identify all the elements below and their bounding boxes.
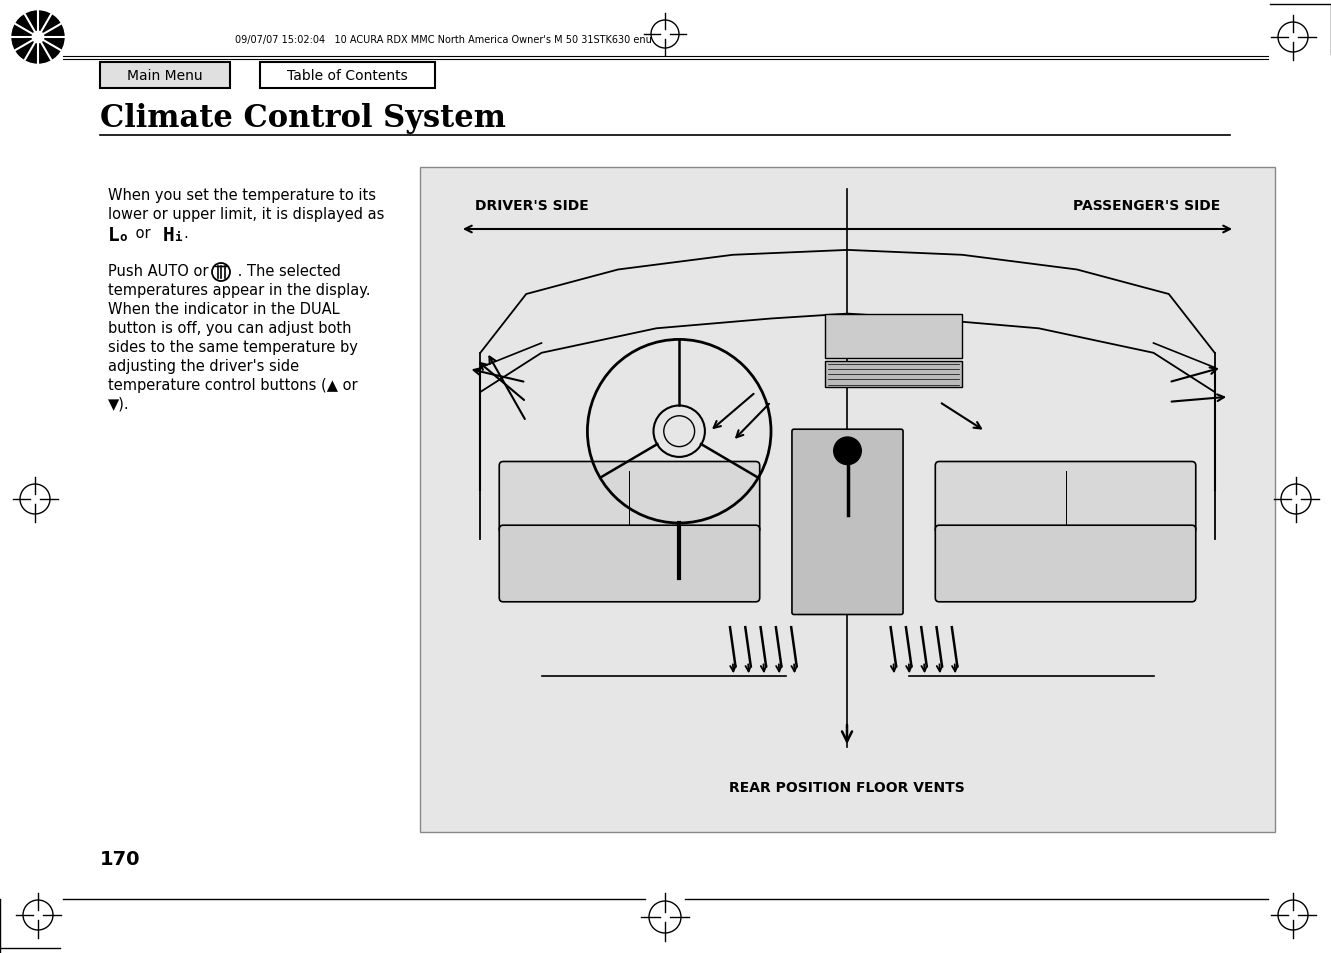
Text: DRIVER'S SIDE: DRIVER'S SIDE [475, 199, 588, 213]
Text: lower or upper limit, it is displayed as: lower or upper limit, it is displayed as [108, 207, 385, 222]
Text: button is off, you can adjust both: button is off, you can adjust both [108, 320, 351, 335]
Text: or: or [130, 226, 156, 241]
Text: REAR POSITION FLOOR VENTS: REAR POSITION FLOOR VENTS [729, 781, 965, 794]
FancyBboxPatch shape [499, 526, 760, 602]
Bar [824, 314, 962, 358]
Text: When the indicator in the DUAL: When the indicator in the DUAL [108, 302, 339, 316]
Text: L: L [108, 226, 120, 245]
Text: 09/07/07 15:02:04   10 ACURA RDX MMC North America Owner's M 50 31STK630 enu: 09/07/07 15:02:04 10 ACURA RDX MMC North… [236, 35, 652, 45]
Text: temperatures appear in the display.: temperatures appear in the display. [108, 283, 370, 297]
Text: When you set the temperature to its: When you set the temperature to its [108, 188, 375, 203]
Text: Table of Contents: Table of Contents [287, 69, 407, 83]
Text: ▼).: ▼). [108, 396, 129, 412]
Circle shape [833, 437, 861, 465]
Text: temperature control buttons (▲ or: temperature control buttons (▲ or [108, 377, 358, 393]
Text: 170: 170 [100, 850, 141, 868]
FancyBboxPatch shape [936, 462, 1195, 534]
Bar [824, 362, 962, 388]
FancyBboxPatch shape [936, 526, 1195, 602]
Text: sides to the same temperature by: sides to the same temperature by [108, 339, 358, 355]
Text: . The selected: . The selected [233, 264, 341, 278]
FancyBboxPatch shape [499, 462, 760, 534]
Text: adjusting the driver's side: adjusting the driver's side [108, 358, 299, 374]
FancyBboxPatch shape [792, 430, 902, 615]
Text: o: o [118, 231, 126, 244]
Text: Climate Control System: Climate Control System [100, 102, 506, 133]
Text: Main Menu: Main Menu [128, 69, 202, 83]
Text: PASSENGER'S SIDE: PASSENGER'S SIDE [1073, 199, 1221, 213]
FancyBboxPatch shape [100, 63, 230, 89]
Text: H: H [162, 226, 174, 245]
Circle shape [12, 12, 64, 64]
Text: Push AUTO or: Push AUTO or [108, 264, 213, 278]
Text: .: . [182, 226, 188, 241]
Text: i: i [174, 231, 181, 244]
FancyBboxPatch shape [260, 63, 435, 89]
Bar [421, 168, 1275, 832]
Circle shape [32, 32, 44, 44]
